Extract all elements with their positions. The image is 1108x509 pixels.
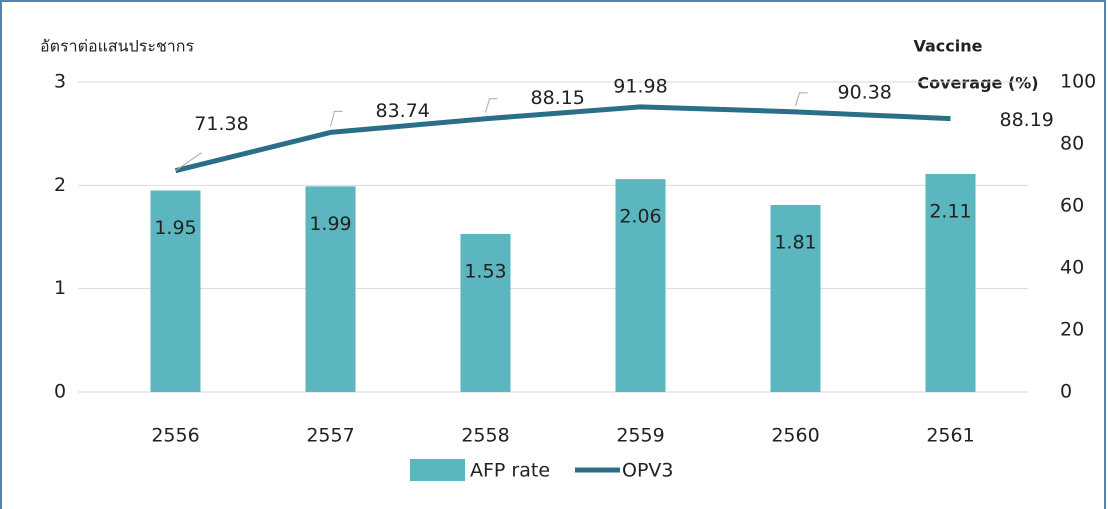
data-label: 2.11	[929, 200, 971, 222]
bar	[925, 173, 976, 392]
y2-tick-label: 80	[1060, 133, 1084, 155]
x-tick-label: 2561	[926, 425, 974, 447]
bar	[150, 190, 201, 392]
legend-label: AFP rate	[470, 460, 550, 482]
data-label: 1.81	[774, 231, 816, 253]
y-tick-label: 3	[54, 71, 66, 93]
y2-tick-label: 100	[1060, 71, 1096, 93]
data-label: 88.19	[1000, 109, 1054, 131]
data-label: 1.95	[154, 217, 196, 239]
y2-tick-label: 60	[1060, 195, 1084, 217]
y2-tick-label: 0	[1060, 381, 1072, 403]
data-label: 2.06	[619, 206, 661, 228]
y-tick-label: 0	[54, 381, 66, 403]
data-label: 88.15	[531, 87, 585, 109]
legend-label: OPV3	[622, 460, 674, 482]
y2-axis-label: Vaccine	[914, 37, 983, 56]
bar	[770, 204, 821, 392]
leader-line	[485, 98, 498, 113]
bar	[460, 233, 511, 392]
leader-line	[330, 110, 343, 127]
y-tick-label: 2	[54, 174, 66, 196]
y2-tick-label: 40	[1060, 257, 1084, 279]
x-tick-label: 2557	[306, 425, 354, 447]
x-tick-label: 2559	[616, 425, 664, 447]
data-label: 1.53	[464, 260, 506, 282]
y-tick-label: 1	[54, 277, 66, 299]
x-tick-label: 2558	[461, 425, 509, 447]
line-series	[174, 104, 951, 174]
leader-line	[175, 152, 202, 172]
data-label: 90.38	[838, 81, 892, 103]
data-label: 91.98	[613, 75, 667, 97]
y-axis-label: อัตราต่อแสนประชากร	[40, 37, 194, 56]
bar	[305, 186, 356, 392]
data-label: 1.99	[309, 213, 351, 235]
bar	[615, 179, 666, 392]
leader-line	[795, 92, 808, 106]
legend-swatch	[410, 459, 465, 481]
x-tick-label: 2560	[771, 425, 819, 447]
y2-axis-label: Coverage (%)	[917, 74, 1038, 93]
data-label: 71.38	[194, 113, 248, 135]
x-tick-label: 2556	[151, 425, 199, 447]
data-label: 83.74	[376, 100, 430, 122]
y2-tick-label: 20	[1060, 319, 1084, 341]
